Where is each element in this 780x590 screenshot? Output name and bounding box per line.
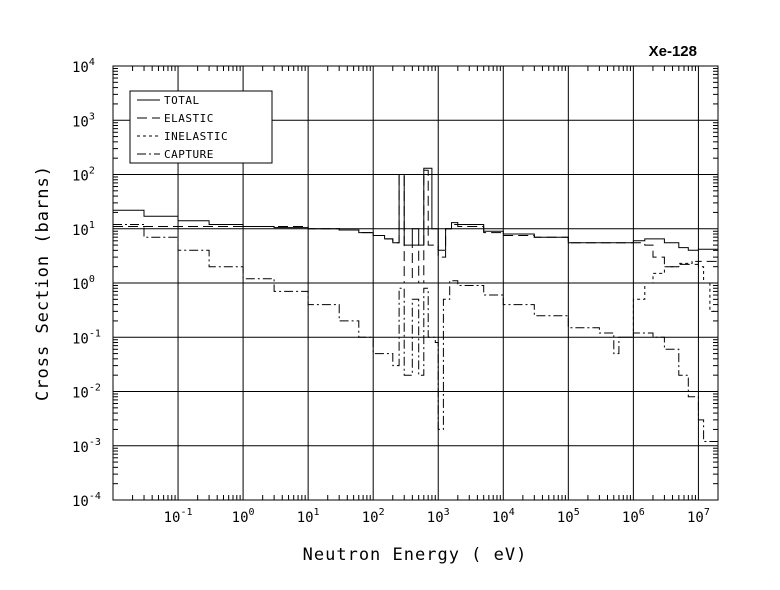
series-line-inelastic	[627, 260, 719, 338]
chart-title: Xe-128	[649, 43, 697, 60]
x-tick-label: 105	[557, 507, 580, 526]
y-tick-label: 102	[72, 166, 95, 185]
x-tick-label: 100	[232, 507, 255, 526]
y-tick-label: 10-1	[72, 328, 101, 347]
axis-ticks: 10-1 100 101 102 103 104 105 106 107 104 103 102 101…	[72, 57, 718, 526]
y-axis-label-group: Cross Section (barns)	[33, 165, 53, 401]
x-tick-label: 102	[362, 507, 385, 526]
series-line-capture	[113, 224, 719, 446]
y-tick-label: 103	[72, 111, 95, 130]
x-tick-label: 106	[622, 507, 645, 526]
series-line-elastic	[113, 169, 719, 284]
x-tick-label: 101	[297, 507, 320, 526]
plot-frame	[112, 65, 719, 501]
legend-box	[129, 90, 273, 164]
y-tick-label: 100	[72, 274, 95, 293]
y-tick-label: 10-4	[72, 491, 101, 510]
y-tick-label: 10-3	[72, 437, 101, 456]
legend-label-capture: CAPTURE	[164, 148, 214, 161]
y-axis-label: Cross Section (barns)	[33, 165, 53, 401]
x-tick-label: 103	[427, 507, 450, 526]
x-tick-label: 10-1	[164, 507, 193, 526]
y-tick-label: 104	[72, 57, 95, 76]
x-tick-label: 107	[687, 507, 710, 526]
legend: TOTAL ELASTIC INELASTIC CAPTURE	[129, 90, 273, 164]
legend-label-inelastic: INELASTIC	[164, 130, 228, 143]
x-axis-label: Neutron Energy ( eV)	[303, 545, 528, 565]
legend-label-total: TOTAL	[164, 94, 200, 107]
series-lines	[113, 167, 719, 446]
x-tick-label: 104	[492, 507, 515, 526]
y-tick-label: 101	[72, 220, 95, 239]
series-line-total	[113, 167, 719, 251]
y-tick-label: 10-2	[72, 383, 101, 402]
legend-label-elastic: ELASTIC	[164, 112, 214, 125]
